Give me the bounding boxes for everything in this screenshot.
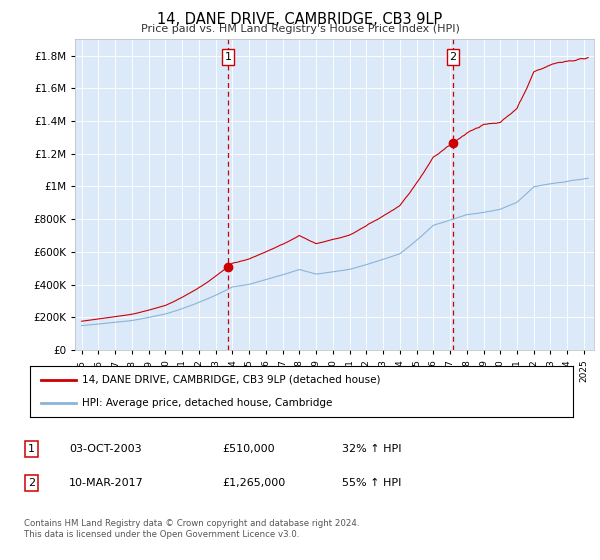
- Text: 32% ↑ HPI: 32% ↑ HPI: [342, 444, 401, 454]
- Text: 1: 1: [28, 444, 35, 454]
- Text: 2: 2: [449, 52, 457, 62]
- Text: 03-OCT-2003: 03-OCT-2003: [69, 444, 142, 454]
- Text: 14, DANE DRIVE, CAMBRIDGE, CB3 9LP (detached house): 14, DANE DRIVE, CAMBRIDGE, CB3 9LP (deta…: [82, 375, 380, 385]
- Text: HPI: Average price, detached house, Cambridge: HPI: Average price, detached house, Camb…: [82, 398, 332, 408]
- Text: £510,000: £510,000: [222, 444, 275, 454]
- Text: Contains HM Land Registry data © Crown copyright and database right 2024.
This d: Contains HM Land Registry data © Crown c…: [24, 519, 359, 539]
- Text: 14, DANE DRIVE, CAMBRIDGE, CB3 9LP: 14, DANE DRIVE, CAMBRIDGE, CB3 9LP: [157, 12, 443, 27]
- Text: 1: 1: [224, 52, 232, 62]
- Text: 55% ↑ HPI: 55% ↑ HPI: [342, 478, 401, 488]
- Text: 10-MAR-2017: 10-MAR-2017: [69, 478, 144, 488]
- Text: Price paid vs. HM Land Registry's House Price Index (HPI): Price paid vs. HM Land Registry's House …: [140, 24, 460, 34]
- Text: £1,265,000: £1,265,000: [222, 478, 285, 488]
- Text: 2: 2: [28, 478, 35, 488]
